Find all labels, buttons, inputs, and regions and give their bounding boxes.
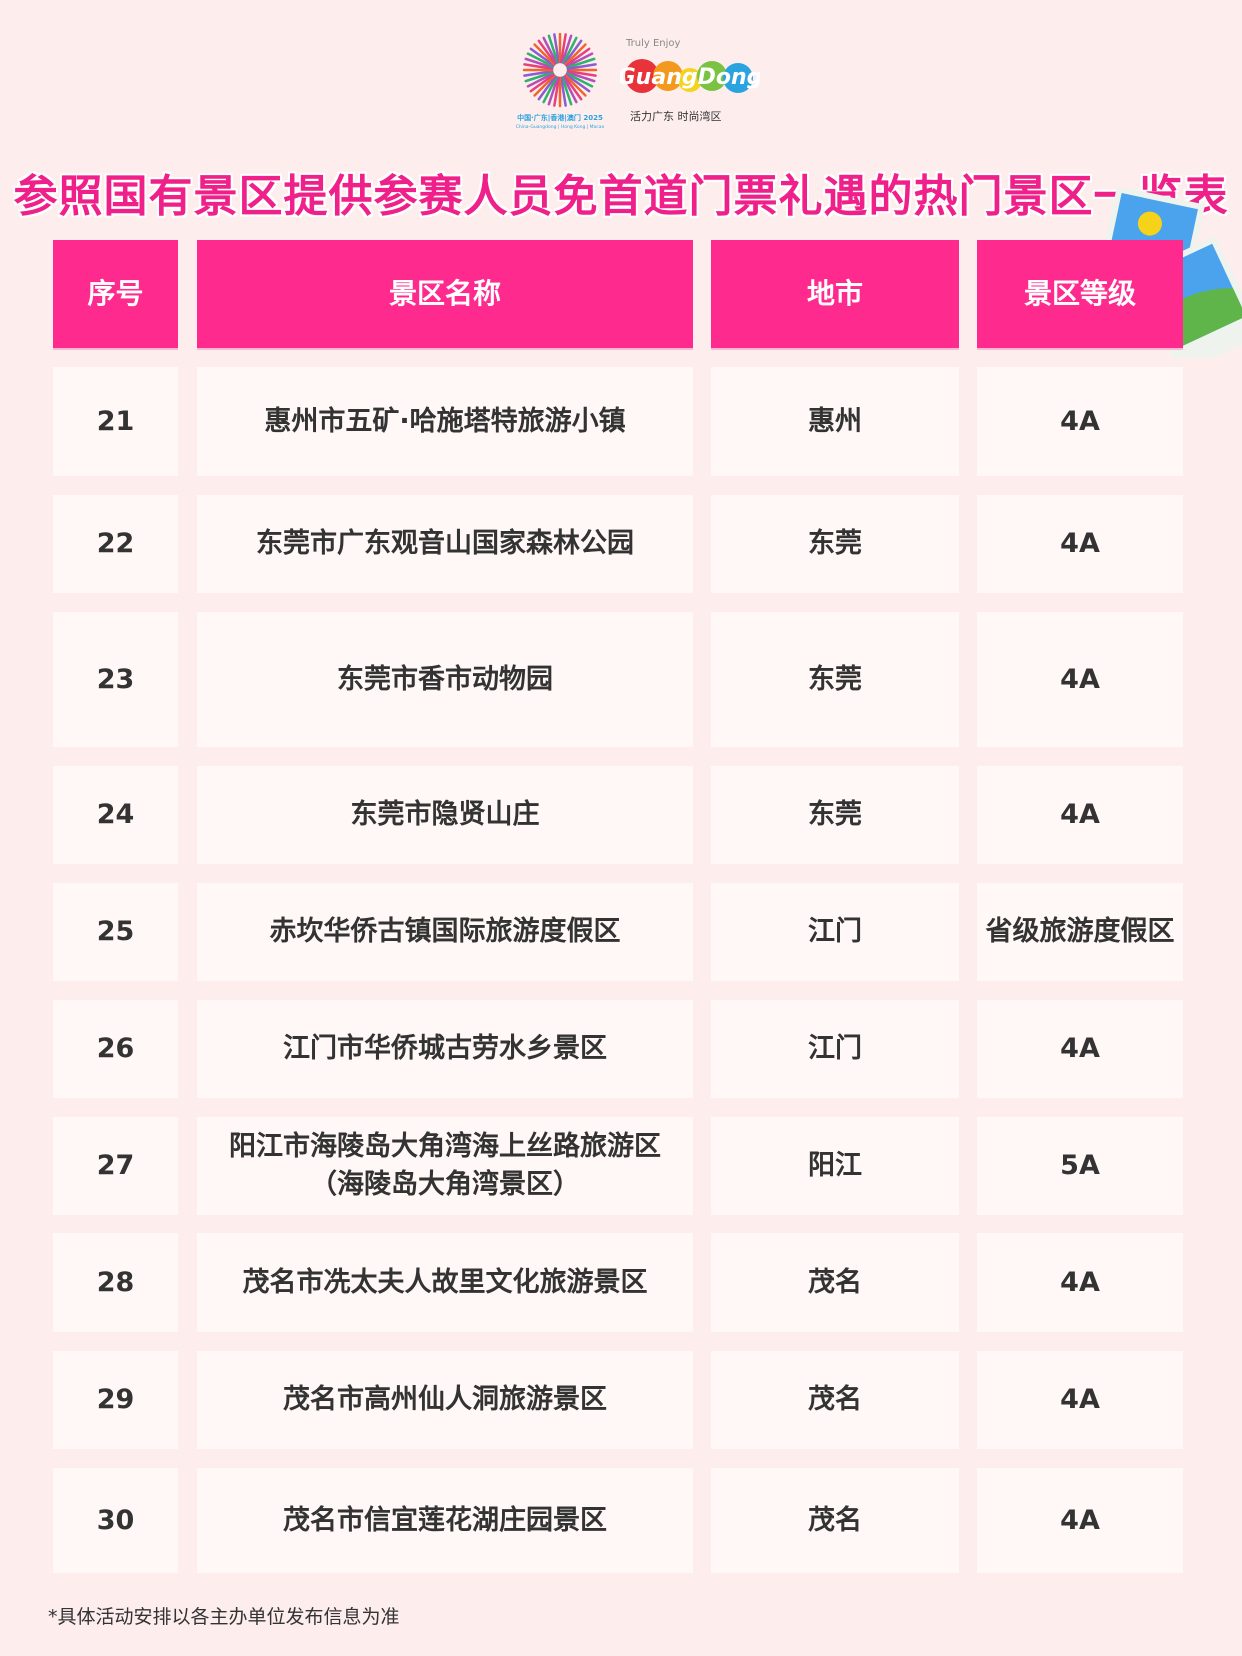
svg-text:活力广东 时尚湾区: 活力广东 时尚湾区 xyxy=(630,109,722,123)
cell-city: 惠州 xyxy=(711,367,959,476)
cell-city: 江门 xyxy=(711,1000,959,1098)
svg-text:Truly Enjoy: Truly Enjoy xyxy=(625,38,681,49)
cell-index: 21 xyxy=(53,367,178,476)
cell-index: 27 xyxy=(53,1117,178,1215)
svg-text:China-Guangdong | Hong Kong |: China-Guangdong | Hong Kong | Macao xyxy=(516,124,605,130)
page-title: 参照国有景区提供参赛人员免首道门票礼遇的热门景区一览表 xyxy=(13,171,1229,222)
column-header-grade: 景区等级 xyxy=(977,240,1183,348)
cell-index: 29 xyxy=(53,1351,178,1449)
games-logo: 中国·广东|香港|澳门 2025 China-Guangdong | Hong … xyxy=(516,32,605,130)
cell-name: 阳江市海陵岛大角湾海上丝路旅游区（海陵岛大角湾景区） xyxy=(197,1117,693,1215)
svg-text:中国·广东|香港|澳门 2025: 中国·广东|香港|澳门 2025 xyxy=(517,113,603,123)
cell-grade: 4A xyxy=(977,367,1183,476)
cell-city: 茂名 xyxy=(711,1351,959,1449)
column-header-index: 序号 xyxy=(53,240,178,348)
cell-city: 阳江 xyxy=(711,1117,959,1215)
cell-index: 25 xyxy=(53,883,178,981)
cell-name: 惠州市五矿·哈施塔特旅游小镇 xyxy=(197,367,693,476)
cell-grade: 4A xyxy=(977,1468,1183,1573)
cell-name: 赤坎华侨古镇国际旅游度假区 xyxy=(197,883,693,981)
cell-index: 24 xyxy=(53,766,178,864)
cell-index: 23 xyxy=(53,612,178,747)
cell-city: 茂名 xyxy=(711,1233,959,1332)
cell-grade: 4A xyxy=(977,1233,1183,1332)
cell-grade: 5A xyxy=(977,1117,1183,1215)
cell-city: 江门 xyxy=(711,883,959,981)
cell-city: 东莞 xyxy=(711,766,959,864)
cell-name: 茂名市信宜莲花湖庄园景区 xyxy=(197,1468,693,1573)
cell-grade: 4A xyxy=(977,495,1183,593)
cell-name: 东莞市广东观音山国家森林公园 xyxy=(197,495,693,593)
cell-index: 22 xyxy=(53,495,178,593)
cell-grade: 4A xyxy=(977,612,1183,747)
svg-text:GuangDong: GuangDong xyxy=(620,65,760,90)
cell-name: 东莞市隐贤山庄 xyxy=(197,766,693,864)
cell-index: 28 xyxy=(53,1233,178,1332)
cell-city: 东莞 xyxy=(711,612,959,747)
cell-city: 东莞 xyxy=(711,495,959,593)
cell-name: 东莞市香市动物园 xyxy=(197,612,693,747)
cell-index: 30 xyxy=(53,1468,178,1573)
cell-index: 26 xyxy=(53,1000,178,1098)
cell-name: 茂名市高州仙人洞旅游景区 xyxy=(197,1351,693,1449)
column-header-name: 景区名称 xyxy=(197,240,693,348)
column-header-city: 地市 xyxy=(711,240,959,348)
cell-grade: 4A xyxy=(977,1351,1183,1449)
cell-name: 江门市华侨城古劳水乡景区 xyxy=(197,1000,693,1098)
cell-grade: 4A xyxy=(977,1000,1183,1098)
cell-name: 茂名市冼太夫人故里文化旅游景区 xyxy=(197,1233,693,1332)
cell-city: 茂名 xyxy=(711,1468,959,1573)
guangdong-logo: Truly Enjoy GuangDong 活力广东 时尚湾区 xyxy=(620,38,760,123)
cell-grade: 省级旅游度假区 xyxy=(977,883,1183,981)
cell-grade: 4A xyxy=(977,766,1183,864)
footnote: *具体活动安排以各主办单位发布信息为准 xyxy=(48,1606,400,1628)
